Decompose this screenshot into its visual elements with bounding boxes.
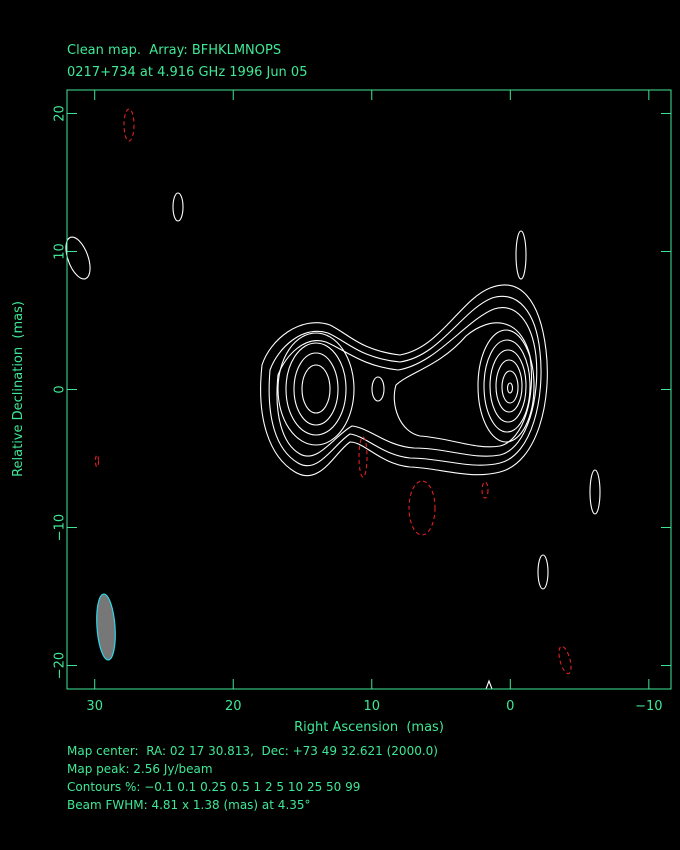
x-tick-label: −10 (635, 699, 662, 714)
x-tick-label: 30 (86, 699, 103, 714)
plot-frame (66, 89, 672, 690)
annotation: Beam FWHM: 4.81 x 1.38 (mas) at 4.35° (67, 798, 311, 812)
contours (65, 108, 601, 690)
annotation: Map center: RA: 02 17 30.813, Dec: +73 4… (67, 744, 438, 758)
y-tick-label: 20 (53, 105, 68, 122)
y-tick-label: 0 (53, 385, 68, 393)
y-tick-label: 10 (53, 243, 68, 260)
chart-title: Clean map. Array: BFHKLMNOPS (67, 43, 281, 58)
chart-subtitle: 0217+734 at 4.916 GHz 1996 Jun 05 (67, 65, 307, 80)
y-tick-label: −20 (53, 652, 68, 679)
x-axis-label: Right Ascension (mas) (294, 720, 444, 735)
x-tick-label: 0 (506, 699, 514, 714)
annotation: Contours %: −0.1 0.1 0.25 0.5 1 2 5 10 2… (67, 780, 360, 794)
x-tick-label: 10 (363, 699, 380, 714)
y-tick-label: −10 (53, 514, 68, 541)
x-tick-label: 20 (225, 699, 242, 714)
annotation: Map peak: 2.56 Jy/beam (67, 762, 213, 776)
y-axis-label: Relative Declination (mas) (11, 301, 26, 477)
beam (96, 593, 116, 661)
